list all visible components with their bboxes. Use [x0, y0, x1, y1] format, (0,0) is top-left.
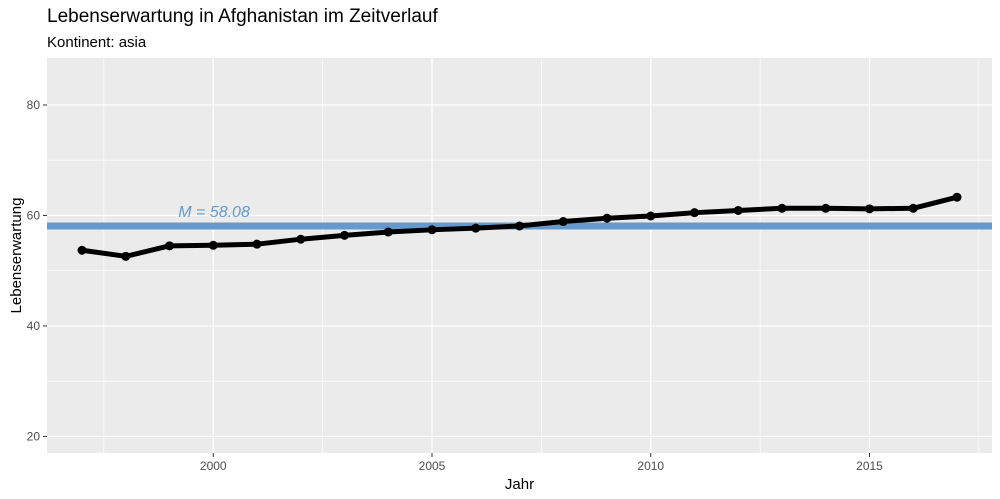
series-group — [77, 192, 962, 261]
x-axis-title: Jahr — [505, 476, 534, 493]
data-point — [252, 239, 262, 249]
chart-subtitle: Kontinent: asia — [47, 34, 147, 51]
grid-minor — [47, 58, 992, 453]
data-point — [952, 192, 962, 202]
data-point — [471, 223, 481, 233]
data-point — [908, 203, 918, 213]
y-axis-ticks: 20 40 60 80 — [27, 98, 47, 443]
data-point — [602, 213, 612, 223]
chart-title: Lebenserwartung in Afghanistan im Zeitve… — [47, 6, 438, 27]
data-point — [690, 208, 699, 218]
data-point — [821, 203, 831, 213]
data-point — [296, 234, 306, 244]
x-tick-label: 2015 — [856, 459, 883, 473]
data-point — [558, 217, 568, 227]
data-point — [77, 245, 87, 255]
data-point — [383, 227, 393, 237]
y-axis-title: Lebenserwartung — [8, 198, 25, 314]
data-point — [165, 241, 174, 251]
data-point — [515, 221, 524, 231]
data-point — [208, 240, 218, 250]
y-tick-label: 60 — [27, 208, 41, 222]
data-point — [427, 225, 437, 235]
data-point — [340, 230, 349, 240]
x-tick-label: 2000 — [200, 459, 227, 473]
plot-panel — [47, 58, 992, 453]
x-axis-ticks: 2000 2005 2010 2015 — [200, 453, 883, 473]
data-point — [777, 203, 787, 213]
x-tick-label: 2010 — [637, 459, 664, 473]
grid-major — [47, 58, 992, 453]
data-point — [646, 211, 656, 221]
data-point — [121, 251, 131, 261]
y-tick-label: 80 — [27, 98, 41, 112]
x-tick-label: 2005 — [419, 459, 446, 473]
mean-reference-label: M = 58.08 — [178, 204, 250, 221]
y-tick-label: 20 — [27, 429, 41, 443]
y-tick-label: 40 — [27, 319, 41, 333]
data-point — [865, 204, 874, 214]
data-point — [733, 205, 743, 215]
